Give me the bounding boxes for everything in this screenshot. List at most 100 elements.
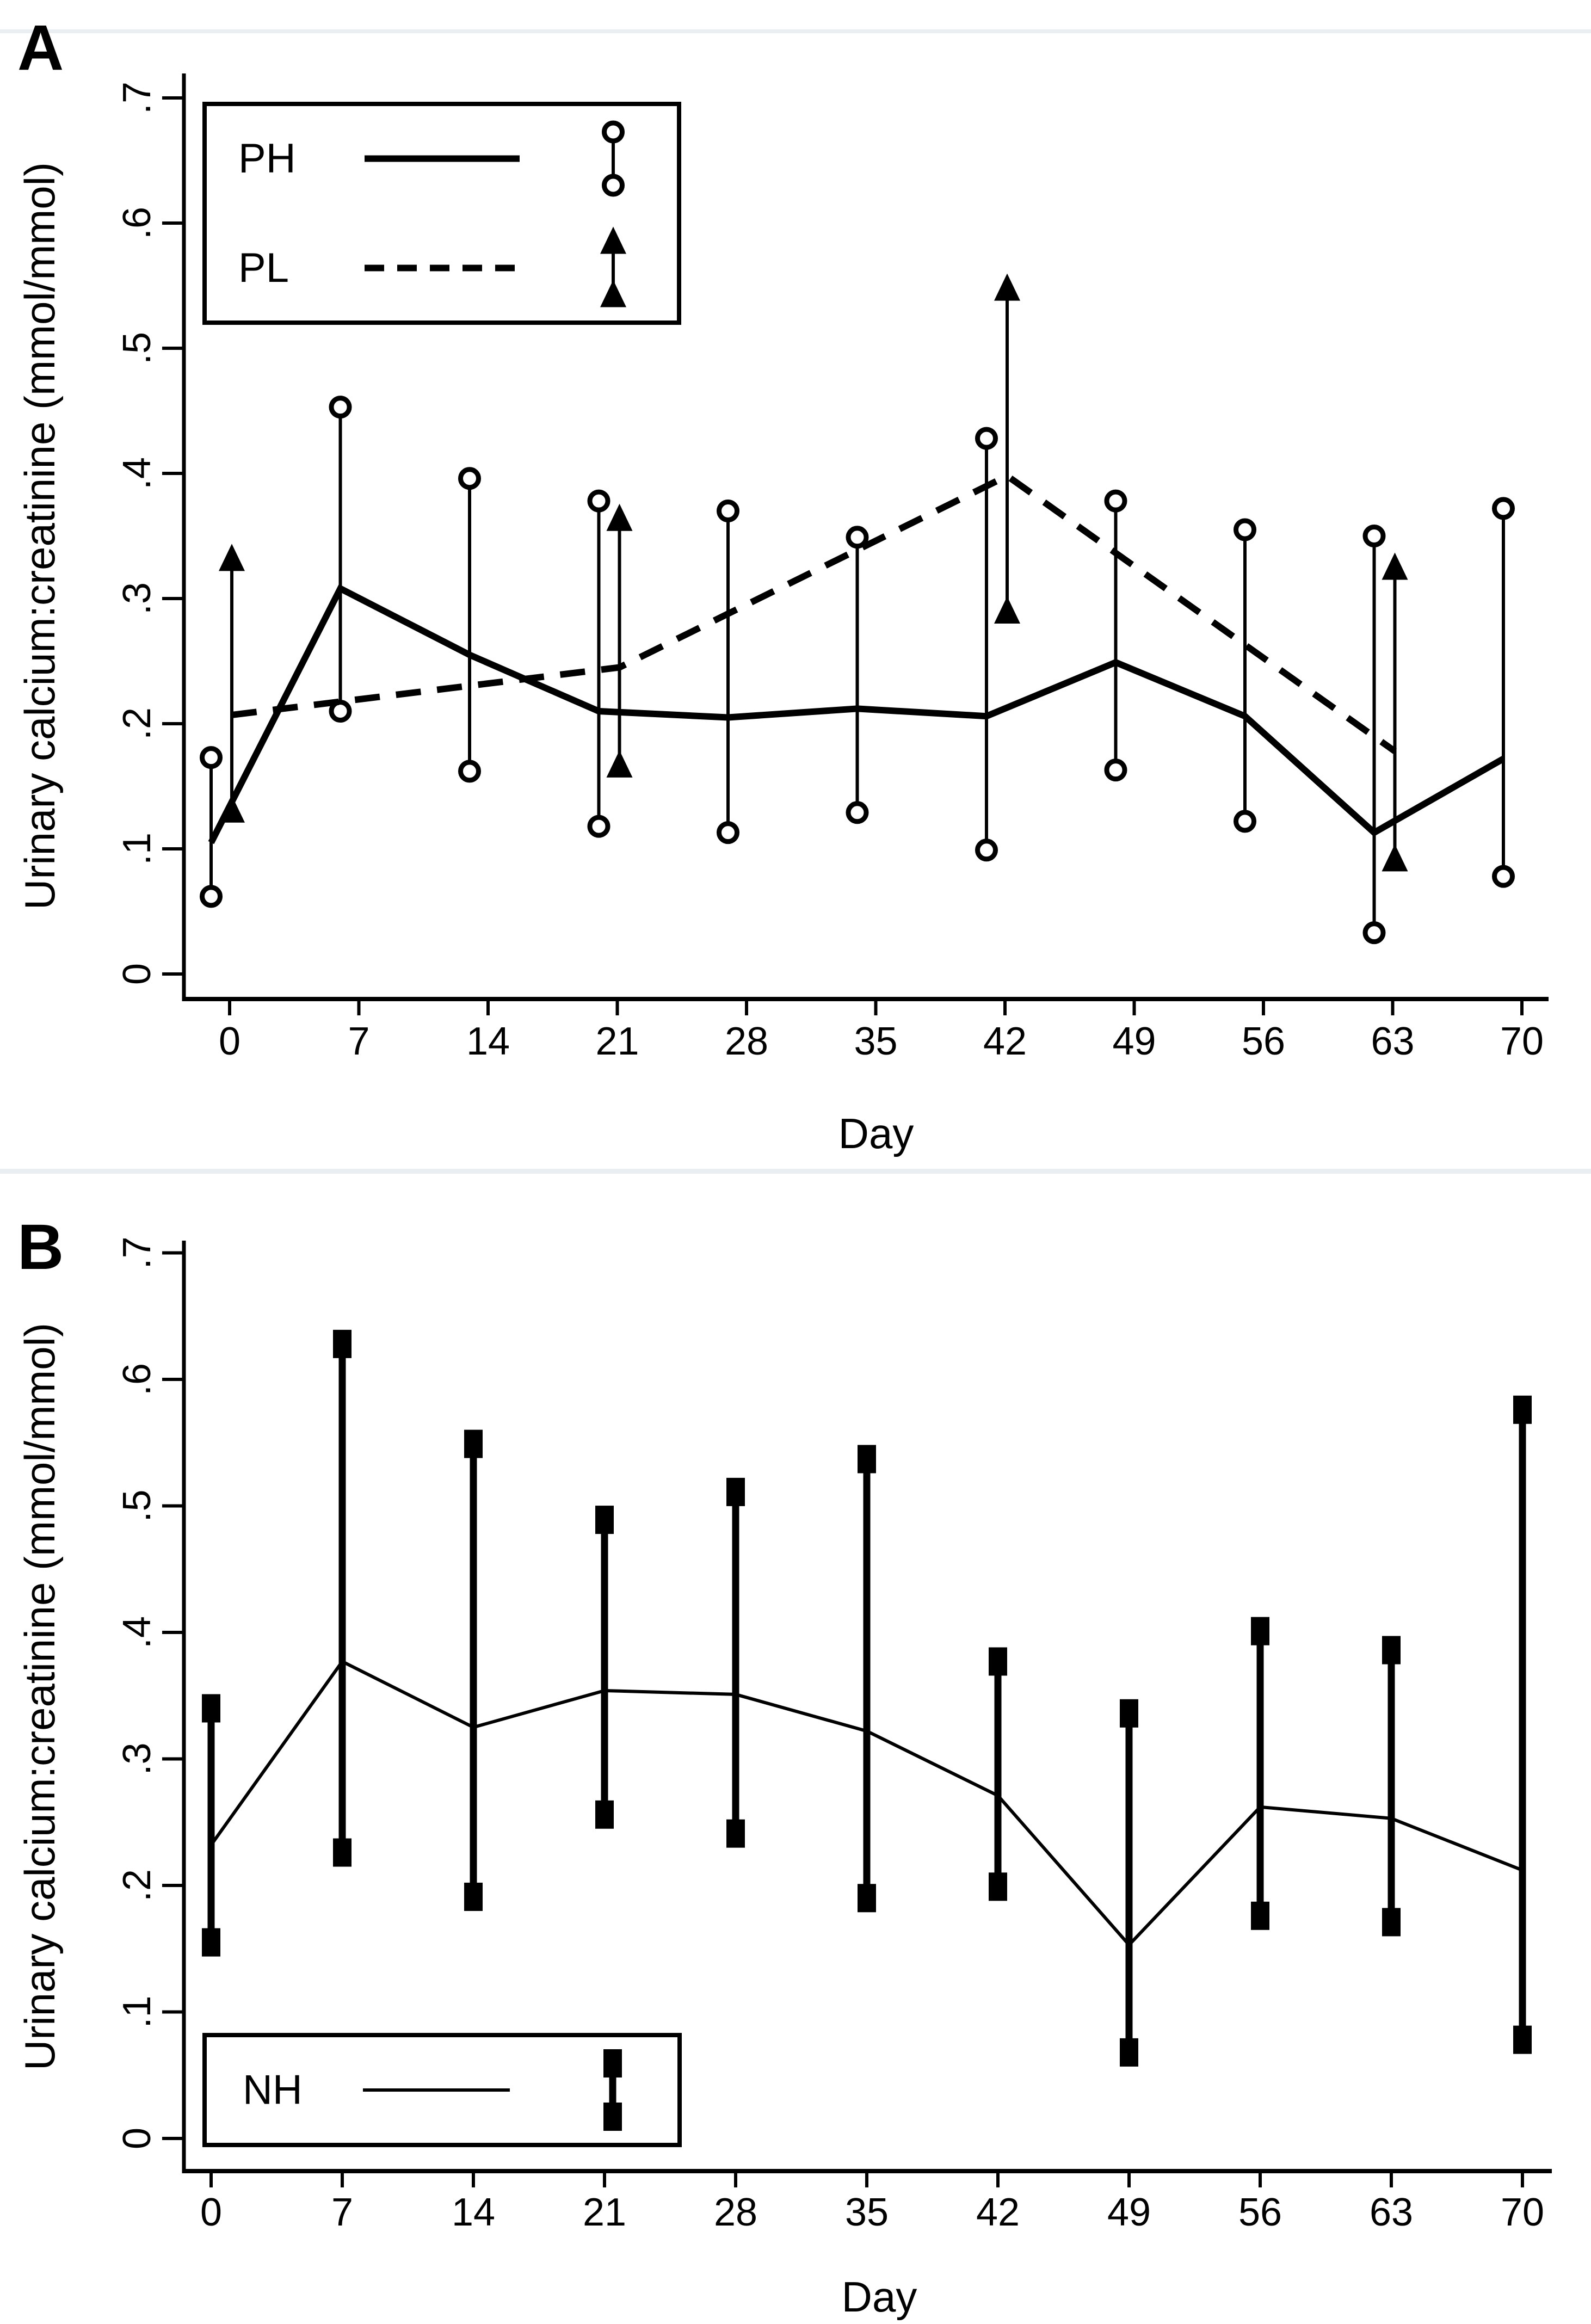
error-bar: [726, 1477, 745, 1848]
error-bar: [1251, 1617, 1269, 1930]
open-circle-marker: [717, 821, 739, 844]
panel-b: B 0 .1 .2 .3 .4 .5 .6 .7 0 7 14 21 28 35 42 49 56 63 70 Day U…: [16, 1211, 1552, 2321]
open-circle-marker: [1492, 497, 1515, 520]
filled-square-marker: [1382, 1636, 1401, 1665]
error-bar: [595, 1506, 614, 1829]
error-bar: [858, 1445, 876, 1913]
open-circle-marker: [602, 120, 625, 144]
filled-square-marker: [333, 1329, 351, 1358]
x-tick-label: 70: [1500, 1020, 1544, 1063]
error-bar: [200, 746, 223, 908]
filled-square-marker: [989, 1872, 1007, 1901]
separator-band-middle: [0, 1169, 1591, 1174]
filled-square-marker: [858, 1445, 876, 1474]
filled-square-marker: [333, 1838, 351, 1867]
x-tick-label: 7: [348, 1020, 369, 1063]
y-tick-label: .7: [115, 82, 159, 114]
series-ph-mean-line: [208, 584, 1505, 844]
error-bar: [1104, 489, 1127, 782]
open-circle-marker: [846, 801, 869, 824]
legend-box-group: NH: [202, 2033, 682, 2147]
open-circle-marker: [329, 396, 352, 419]
y-axis-title: Urinary calcium:creatinine (mmol/mmol): [16, 1323, 64, 2070]
x-tick-label: 0: [200, 2191, 222, 2234]
open-circle-marker: [1104, 489, 1127, 513]
legend-label: PH: [238, 135, 296, 182]
open-circle-marker: [1492, 865, 1515, 888]
open-circle-marker: [1362, 921, 1386, 945]
y-tick-label: 0: [115, 963, 159, 985]
x-tick-label: 7: [331, 2191, 353, 2234]
x-tick-label: 49: [1112, 1020, 1156, 1063]
error-bar: [1513, 1395, 1532, 2054]
filled-square-marker: [1251, 1901, 1269, 1930]
filled-square-marker: [1120, 1699, 1138, 1728]
legend-entry: PH: [238, 120, 625, 197]
open-circle-marker: [975, 839, 998, 862]
filled-square-marker: [1513, 2025, 1532, 2054]
x-tick-label: 35: [845, 2191, 889, 2234]
x-tick-label: 49: [1107, 2191, 1151, 2234]
legend-label: NH: [243, 2067, 303, 2113]
x-tick-label: 56: [1242, 1020, 1285, 1063]
error-bar: [458, 467, 481, 783]
error-bar: [1120, 1699, 1138, 2067]
legend-box-group: PH PL: [202, 102, 681, 325]
error-bar: [329, 396, 352, 723]
filled-square-marker: [858, 1884, 876, 1913]
filled-square-marker: [603, 2103, 622, 2131]
filled-square-marker: [202, 1928, 220, 1957]
x-tick-label: 42: [983, 1020, 1027, 1063]
error-bar: [1362, 525, 1386, 945]
filled-square-marker: [1251, 1617, 1269, 1645]
error-bar: [717, 500, 739, 844]
y-tick-label: .3: [115, 582, 159, 615]
open-circle-marker: [1234, 810, 1256, 833]
filled-square-marker: [726, 1477, 745, 1506]
error-bar: [333, 1329, 351, 1867]
open-circle-marker: [846, 526, 869, 549]
y-tick-label: .1: [115, 1995, 159, 2028]
separator-band-top: [0, 29, 1591, 33]
filled-square-marker: [464, 1882, 483, 1911]
filled-square-marker: [1513, 1395, 1532, 1424]
filled-square-marker: [603, 2049, 622, 2078]
x-tick-label: 56: [1238, 2191, 1282, 2234]
panel-label: B: [17, 1211, 64, 1283]
open-circle-marker: [587, 489, 610, 513]
error-bar: [975, 427, 998, 862]
legend-box: [202, 102, 681, 325]
x-tick-label: 28: [714, 2191, 757, 2234]
y-tick-label: .3: [115, 1742, 159, 1775]
open-circle-marker: [1362, 525, 1386, 547]
filled-triangle-marker: [994, 596, 1020, 624]
x-tick-label: 28: [725, 1020, 768, 1063]
open-circle-marker: [1104, 759, 1127, 782]
open-circle-marker: [200, 885, 223, 908]
y-tick-label: .2: [115, 707, 159, 740]
filled-square-marker: [1382, 1908, 1401, 1937]
filled-square-marker: [595, 1506, 614, 1534]
filled-square-marker: [595, 1800, 614, 1829]
x-tick-label: 21: [583, 2191, 626, 2234]
error-bar: [1382, 552, 1408, 872]
x-tick-label: 70: [1501, 2191, 1544, 2234]
filled-square-marker: [202, 1694, 220, 1723]
panel-a: A 0 .1 .2 .3 .4 .5 .6 .7 0 7 14 21 28 35 42 49 56 63 70 Day U…: [16, 12, 1549, 1157]
x-axis-title: Day: [838, 1109, 914, 1157]
filled-triangle-marker: [1382, 552, 1408, 580]
error-bar: [587, 489, 610, 838]
y-tick-label: .6: [115, 207, 159, 239]
filled-square-marker: [1120, 2038, 1138, 2067]
legend-entry: PL: [238, 226, 626, 307]
x-tick-label: 35: [854, 1020, 897, 1063]
filled-triangle-marker: [1382, 844, 1408, 872]
filled-triangle-marker: [600, 280, 626, 307]
x-tick-label: 63: [1370, 2191, 1413, 2234]
filled-square-marker: [464, 1429, 483, 1458]
open-circle-marker: [587, 815, 610, 838]
error-bar: [1234, 518, 1256, 833]
y-axis-title: Urinary calcium:creatinine (mmol/mmol): [16, 162, 64, 910]
